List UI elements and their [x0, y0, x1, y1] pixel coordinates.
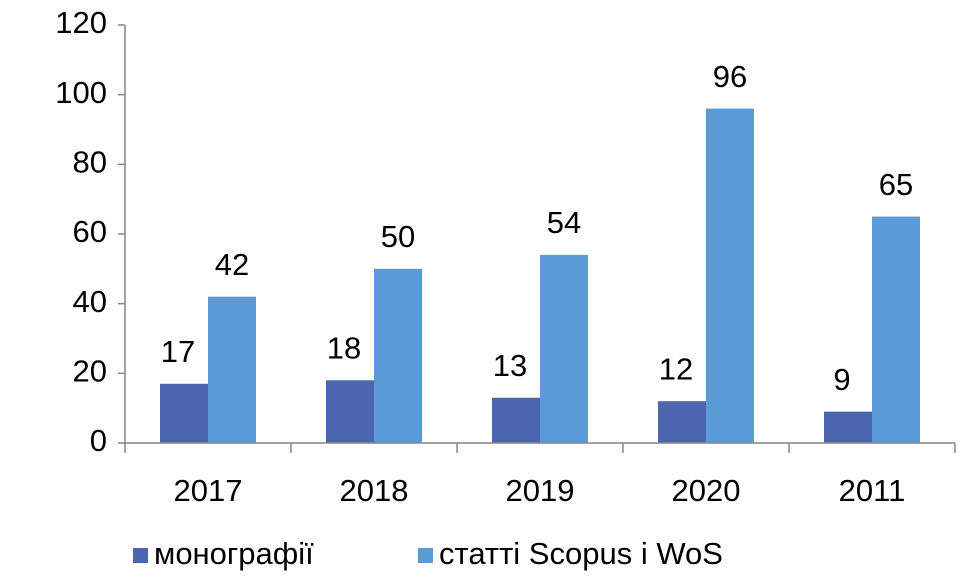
- y-tick-label: 20: [73, 354, 107, 389]
- y-tick-label: 0: [90, 423, 107, 458]
- bar: [706, 108, 754, 443]
- legend-swatch: [133, 548, 148, 563]
- data-label: 65: [879, 167, 913, 202]
- data-label: 17: [161, 334, 195, 369]
- bar: [540, 254, 588, 443]
- y-tick-label: 60: [73, 214, 107, 249]
- data-label: 12: [659, 351, 693, 386]
- x-tick-label: 2019: [506, 473, 575, 508]
- x-tick-label: 2017: [174, 473, 243, 508]
- y-tick-label: 120: [55, 5, 107, 40]
- legend-label: монографії: [154, 536, 314, 571]
- bar: [374, 268, 422, 443]
- data-label: 18: [327, 330, 361, 365]
- bar: [492, 397, 540, 443]
- x-tick-label: 2018: [340, 473, 409, 508]
- legend-swatch: [418, 548, 433, 563]
- data-label: 9: [833, 362, 850, 397]
- legend-label: статті Scopus і WoS: [439, 536, 723, 571]
- y-tick-label: 40: [73, 284, 107, 319]
- bar: [872, 216, 920, 443]
- data-label: 50: [381, 219, 415, 254]
- x-tick-label: 2020: [672, 473, 741, 508]
- bar: [658, 401, 706, 443]
- data-label: 42: [215, 247, 249, 282]
- data-label: 96: [713, 59, 747, 94]
- y-tick-label: 100: [55, 75, 107, 110]
- data-label: 13: [493, 348, 527, 383]
- data-label: 54: [547, 205, 581, 240]
- bar: [326, 380, 374, 443]
- bar: [208, 296, 256, 443]
- bar: [824, 411, 872, 443]
- bar: [160, 383, 208, 443]
- y-tick-label: 80: [73, 145, 107, 180]
- x-tick-label: 2011: [839, 473, 906, 508]
